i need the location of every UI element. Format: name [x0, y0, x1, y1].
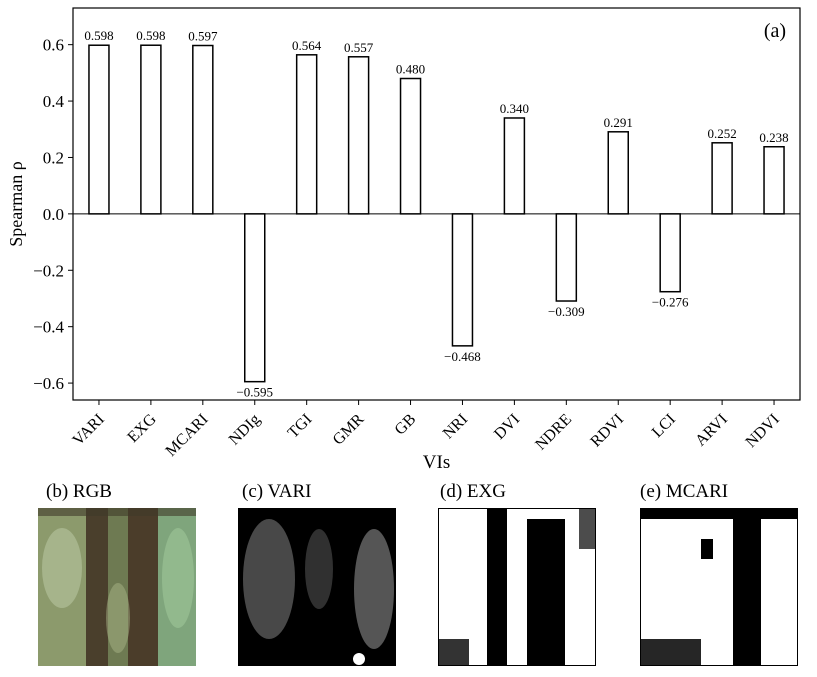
y-tick-label: −0.2	[33, 261, 64, 280]
y-axis-label: Spearman ρ	[6, 161, 26, 246]
mcari-image	[640, 508, 798, 666]
value-label: 0.252	[707, 126, 736, 141]
x-tick-label: NDRE	[532, 411, 575, 454]
bar	[88, 44, 110, 215]
panel-label-vari: (c) VARI	[242, 481, 312, 502]
plot-frame	[72, 7, 801, 401]
value-label: 0.480	[396, 62, 425, 77]
y-tick-label: 0.0	[43, 205, 64, 224]
x-tick-label: DVI	[491, 411, 523, 443]
x-tick-label: VARI	[70, 411, 108, 449]
value-label: 0.598	[136, 28, 165, 43]
bar	[244, 213, 266, 383]
x-tick-label: MCARI	[163, 411, 212, 460]
value-label: −0.276	[652, 295, 689, 310]
value-label: 0.340	[500, 101, 529, 116]
value-label: 0.238	[759, 130, 788, 145]
x-tick-label: NRI	[440, 411, 472, 443]
panel-label-exg: (d) EXG	[440, 481, 506, 502]
x-tick-label: GMR	[330, 411, 368, 449]
x-tick-label: LCI	[649, 411, 679, 441]
bar	[763, 146, 785, 215]
bar	[659, 213, 681, 293]
value-label: −0.468	[444, 349, 481, 364]
bar	[192, 44, 214, 215]
x-tick-label: ARVI	[692, 411, 731, 450]
x-tick-label: NDIg	[226, 411, 264, 449]
x-tick-label: NDVI	[743, 411, 783, 451]
panel-label-a: (a)	[764, 20, 786, 42]
bar	[347, 56, 370, 215]
vari-image	[238, 508, 396, 666]
rgb-image	[38, 508, 196, 666]
bar	[399, 77, 422, 215]
bar	[555, 213, 578, 302]
value-label: −0.309	[548, 304, 585, 319]
value-label: 0.557	[344, 40, 374, 55]
panel-label-rgb: (b) RGB	[46, 481, 112, 502]
x-tick-label: GB	[392, 411, 420, 439]
value-label: 0.291	[604, 115, 633, 130]
bar	[140, 44, 162, 215]
exg-image	[438, 508, 596, 666]
value-label: 0.564	[292, 38, 322, 53]
value-label: 0.598	[84, 28, 113, 43]
value-label: 0.597	[188, 29, 218, 44]
x-tick-label: EXG	[124, 410, 160, 446]
x-tick-label: RDVI	[587, 411, 627, 451]
y-tick-label: 0.6	[43, 36, 64, 55]
panel-label-mcari: (e) MCARI	[640, 481, 729, 502]
y-tick-label: −0.6	[33, 374, 64, 393]
x-tick-label: TGI	[285, 411, 316, 442]
bar-chart: −0.6 −0.4 −0.2 0.0 0.2 0.4 0.6 0.598 VARI 0.598 EX…	[6, 7, 801, 473]
y-tick-label: 0.4	[43, 92, 65, 111]
bar	[607, 131, 629, 215]
x-axis-label: VIs	[423, 452, 450, 473]
bar	[295, 54, 318, 215]
bar	[503, 117, 526, 215]
y-tick-label: −0.4	[33, 318, 64, 337]
value-label: −0.595	[236, 385, 273, 400]
bar	[711, 142, 733, 215]
y-tick-label: 0.2	[43, 148, 64, 167]
bar	[451, 213, 474, 347]
